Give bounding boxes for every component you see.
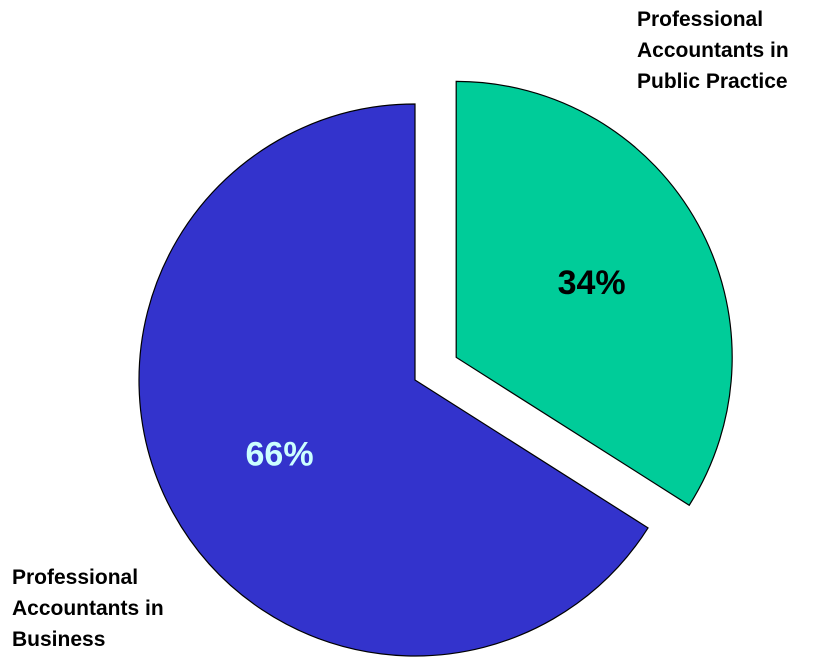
- pie-slice-0: [455, 80, 733, 507]
- pie-value-label-1: 66%: [246, 435, 314, 473]
- slice-label-public-practice-line-2: Accountants in: [637, 39, 789, 62]
- pie-value-label-0: 34%: [558, 264, 626, 302]
- slice-label-business-line-3: Business: [12, 628, 106, 651]
- slice-label-business-line-1: Professional: [12, 566, 139, 589]
- slice-label-business-line-2: Accountants in: [12, 597, 164, 620]
- slice-label-public-practice: Professional Accountants in Public Pract…: [637, 4, 789, 97]
- slice-label-public-practice-line-3: Public Practice: [637, 70, 788, 93]
- slice-label-public-practice-line-1: Professional: [637, 8, 764, 31]
- slice-label-business: Professional Accountants in Business: [12, 562, 164, 655]
- pie-slice-1: [138, 103, 649, 657]
